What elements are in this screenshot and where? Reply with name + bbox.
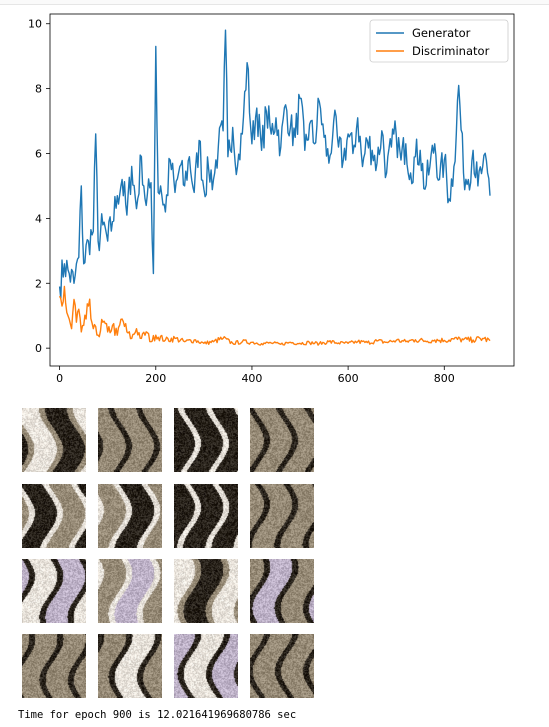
sample-pixels — [22, 559, 86, 623]
sample-pixels — [250, 484, 314, 548]
sample-pixels — [250, 559, 314, 623]
sample-pixels — [98, 634, 162, 698]
sample-pixels — [250, 408, 314, 472]
x-tick-label: 800 — [434, 372, 455, 385]
y-tick-label: 2 — [35, 277, 42, 290]
sample-pixels — [98, 408, 162, 472]
y-tick-label: 10 — [28, 18, 42, 31]
sample-pixels — [174, 634, 238, 698]
generated-sample-image — [174, 559, 238, 623]
sample-pixels — [250, 634, 314, 698]
x-tick-label: 0 — [56, 372, 63, 385]
generated-sample-image — [22, 559, 86, 623]
x-tick-label: 400 — [241, 372, 262, 385]
generated-sample-image — [98, 634, 162, 698]
sample-pixels — [22, 634, 86, 698]
generated-sample-image — [174, 634, 238, 698]
legend-label-discriminator: Discriminator — [412, 44, 490, 58]
generated-sample-image — [250, 559, 314, 623]
y-tick-label: 6 — [35, 148, 42, 161]
generated-sample-image — [250, 484, 314, 548]
series-line-generator — [58, 29, 491, 300]
series-line-discriminator — [58, 285, 491, 346]
generated-sample-image — [22, 484, 86, 548]
cell-top-border — [0, 0, 549, 5]
x-tick-label: 600 — [338, 372, 359, 385]
loss-line-chart: 0 200 400 600 800 0 2 4 6 8 10 Generator Discriminat… — [28, 13, 515, 385]
generated-sample-image — [174, 408, 238, 472]
sample-pixels — [174, 559, 238, 623]
generated-sample-image — [98, 559, 162, 623]
sample-pixels — [98, 559, 162, 623]
generated-sample-image — [22, 408, 86, 472]
generated-sample-image — [22, 634, 86, 698]
generated-samples-grid — [20, 406, 320, 701]
plot-area-frame — [49, 13, 515, 367]
sample-pixels — [22, 484, 86, 548]
generated-sample-image — [250, 634, 314, 698]
y-tick-label: 4 — [35, 212, 42, 225]
generated-sample-image — [98, 408, 162, 472]
legend-label-generator: Generator — [412, 26, 471, 40]
chart-legend — [369, 19, 509, 63]
generated-sample-image — [174, 484, 238, 548]
epoch-time-log: Time for epoch 900 is 12.021641969680786… — [18, 709, 297, 721]
sample-pixels — [174, 408, 238, 472]
y-tick-label: 8 — [35, 83, 42, 96]
sample-pixels — [98, 484, 162, 548]
sample-pixels — [22, 408, 86, 472]
x-tick-label: 200 — [145, 372, 166, 385]
sample-pixels — [174, 484, 238, 548]
generated-sample-image — [98, 484, 162, 548]
y-tick-label: 0 — [35, 342, 42, 355]
generated-sample-image — [250, 408, 314, 472]
